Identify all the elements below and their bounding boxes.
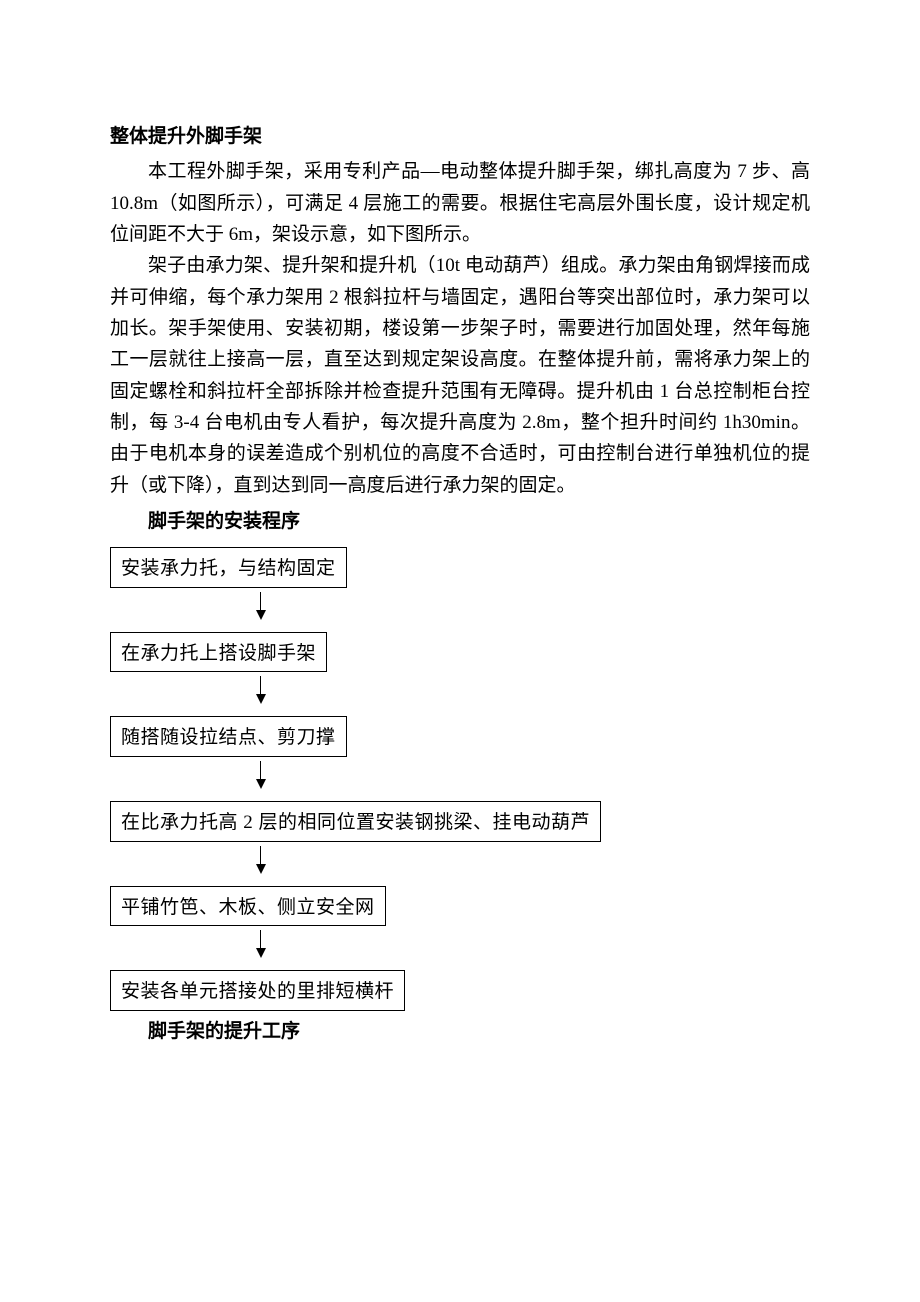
flow-node: 平铺竹笆、木板、侧立安全网 [110,886,386,927]
flow-node: 安装各单元搭接处的里排短横杆 [110,970,405,1011]
flowchart-install: 安装承力托，与结构固定 在承力托上搭设脚手架 随搭随设拉结点、剪刀撑 在比承力托… [110,547,810,1011]
paragraph-2: 架子由承力架、提升架和提升机（10t 电动葫芦）组成。承力架由角钢焊接而成并可伸… [110,250,810,501]
flow-node: 随搭随设拉结点、剪刀撑 [110,716,347,757]
paragraph-1: 本工程外脚手架，采用专利产品—电动整体提升脚手架，绑扎高度为 7 步、高 10.… [110,156,810,250]
page-title: 整体提升外脚手架 [110,120,810,154]
flow-arrow [110,672,410,716]
flow-node: 在比承力托高 2 层的相同位置安装钢挑梁、挂电动葫芦 [110,801,601,842]
flow-arrow [110,926,410,970]
section-heading-lift: 脚手架的提升工序 [110,1015,810,1049]
flow-arrow [110,842,410,886]
flow-node: 在承力托上搭设脚手架 [110,632,327,673]
flow-node: 安装承力托，与结构固定 [110,547,347,588]
section-heading-install: 脚手架的安装程序 [110,505,810,539]
flow-arrow [110,588,410,632]
flow-arrow [110,757,410,801]
